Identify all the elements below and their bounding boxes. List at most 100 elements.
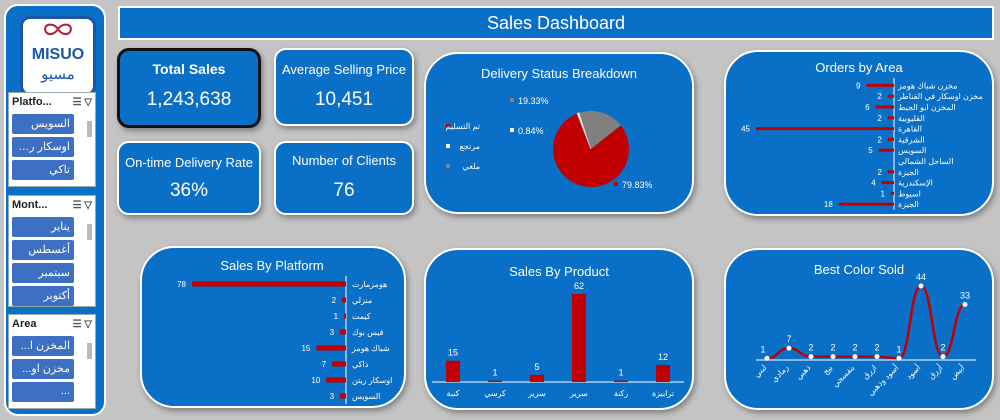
- axis-tick-label: الجيزة: [898, 168, 919, 177]
- slicer-item[interactable]: السويس: [12, 114, 74, 134]
- axis-tick-label: القاهرة: [898, 125, 922, 134]
- axis-tick-label: شباك هومز: [351, 344, 390, 353]
- data-label: 1: [880, 189, 885, 198]
- axis-tick-label: المخزن ابو الجيط: [898, 103, 956, 112]
- bar: [340, 393, 346, 399]
- kpi-ontime[interactable]: On-time Delivery Rate 36%: [117, 141, 261, 215]
- slicer-item[interactable]: ...: [12, 382, 74, 402]
- axis-tick-label: كيمت: [352, 312, 371, 321]
- slicer-header: Platfo... ☰ ▽: [9, 93, 95, 111]
- slicer-item[interactable]: مخزن او...: [12, 359, 74, 379]
- slicer-item[interactable]: تاكي: [12, 160, 74, 180]
- delivery-status-chart: Delivery Status Breakdown 79.83% 0.84% 19.3…: [446, 66, 653, 190]
- series-line: [766, 284, 966, 360]
- axis-tick-label: الساحل الشمالي: [898, 157, 953, 166]
- chart-title: Sales By Platform: [220, 258, 323, 273]
- title-bar: Sales Dashboard: [118, 6, 994, 40]
- bar: [614, 380, 628, 382]
- filter-icon[interactable]: ☰ ▽: [72, 96, 92, 108]
- bar: [890, 191, 894, 195]
- brand-logo: MISUO مسيو: [20, 16, 96, 96]
- orders-by-area-chart: Orders by Area مخزن شباك هومز 9 مخزن اوسكار…: [741, 60, 983, 210]
- axis-tick-label: لبني: [752, 363, 768, 379]
- kpi-label: Total Sales: [152, 61, 226, 77]
- svg-text:مسيو: مسيو: [40, 66, 75, 83]
- slicer-scrollbar[interactable]: [87, 343, 92, 359]
- axis-tick-label: فيس بوك: [352, 328, 384, 337]
- legend-label: تم التسليم: [446, 122, 480, 131]
- pie-slice: [553, 113, 629, 187]
- data-label: 2: [808, 343, 813, 353]
- slicer-header: Area ☰ ▽: [9, 315, 95, 333]
- data-point: [786, 345, 792, 351]
- data-label: 2: [877, 114, 882, 123]
- kpi-label: On-time Delivery Rate: [125, 155, 253, 170]
- slicer-scrollbar[interactable]: [87, 224, 92, 240]
- data-point: [852, 354, 858, 360]
- data-point: [808, 354, 814, 360]
- axis-tick-label: ازرق: [861, 363, 879, 381]
- kpi-total-sales[interactable]: Total Sales 1,243,638: [117, 48, 261, 128]
- slicer-scrollbar[interactable]: [87, 121, 92, 137]
- page-title: Sales Dashboard: [486, 13, 626, 33]
- kpi-label: Average Selling Price: [281, 62, 407, 77]
- slicer-item[interactable]: سبتمبر: [12, 263, 74, 283]
- slicer-header: Mont... ☰ ▽: [9, 196, 95, 214]
- axis-tick-label: الإسكندرية: [898, 179, 933, 188]
- bar: [881, 181, 894, 185]
- data-point: [764, 355, 770, 361]
- bar: [878, 148, 894, 152]
- axis-tick-label: رمادي: [770, 363, 791, 384]
- data-label: 18: [824, 200, 833, 209]
- axis-tick-label: السويس: [352, 392, 380, 401]
- chart-title: Best Color Sold: [814, 262, 904, 277]
- axis-tick-label: سرير: [527, 389, 546, 398]
- bar: [192, 281, 346, 287]
- data-label: 15: [448, 348, 458, 358]
- kpi-clients[interactable]: Number of Clients 76: [274, 141, 414, 215]
- axis-tick-label: ذاكي: [352, 360, 369, 369]
- data-label: 4: [871, 179, 876, 188]
- data-label: 78: [177, 280, 186, 289]
- bar: [756, 127, 894, 131]
- bar: [530, 374, 544, 382]
- slicer-item[interactable]: اوسكار ريتن: [12, 137, 74, 157]
- bar: [344, 313, 346, 319]
- data-label: 1: [896, 344, 901, 354]
- kpi-value: 1,243,638: [146, 89, 232, 110]
- pie-slice: [579, 111, 621, 149]
- axis-tick-label: أسود: [903, 362, 923, 382]
- data-label: 2: [940, 343, 945, 353]
- data-label: 5: [868, 146, 873, 155]
- axis-tick-label: مخزن شباك هومز: [897, 81, 957, 90]
- filter-icon[interactable]: ☰ ▽: [72, 318, 92, 330]
- bar: [875, 105, 894, 109]
- data-label: 45: [741, 125, 750, 134]
- legend-marker: [446, 144, 450, 148]
- slicer-title: Platfo...: [12, 96, 52, 108]
- bar: [572, 294, 586, 382]
- legend-marker: [446, 124, 450, 128]
- slicer-item[interactable]: يناير: [12, 217, 74, 237]
- panel-delivery: Delivery Status Breakdown 79.83% 0.84% 19.3…: [424, 52, 694, 214]
- data-label: 2: [877, 92, 882, 101]
- axis-tick-label: ترابيزة: [652, 389, 674, 398]
- data-label: 3: [330, 392, 335, 401]
- slicer-item[interactable]: أغسطس: [12, 240, 74, 260]
- axis-tick-label: هومزمارت: [352, 280, 387, 289]
- slicer-item[interactable]: المخزن ا...: [12, 336, 74, 356]
- data-label: 1: [618, 368, 623, 378]
- chart-title: Sales By Product: [509, 264, 609, 279]
- panel-platform: Sales By Platform هومزمارت 78 منزلي 2 كيمت 1 في…: [140, 246, 406, 408]
- kpi-avg-price[interactable]: Average Selling Price 10,451: [274, 48, 414, 126]
- slicer-item[interactable]: أكتوبر: [12, 286, 74, 306]
- legend-marker: [446, 164, 450, 168]
- filter-icon[interactable]: ☰ ▽: [72, 199, 92, 211]
- axis-tick-label: السويس: [898, 146, 926, 155]
- slicer-0: Platfo... ☰ ▽ السويس اوسكار ريتن تاكي: [8, 92, 96, 187]
- axis-tick-label: سرير: [569, 389, 588, 398]
- bar: [340, 329, 346, 335]
- data-label: 0.84%: [518, 126, 544, 136]
- data-label: 2: [877, 168, 882, 177]
- panel-orders-area: Orders by Area مخزن شباك هومز 9 مخزن اوسكار…: [724, 50, 994, 216]
